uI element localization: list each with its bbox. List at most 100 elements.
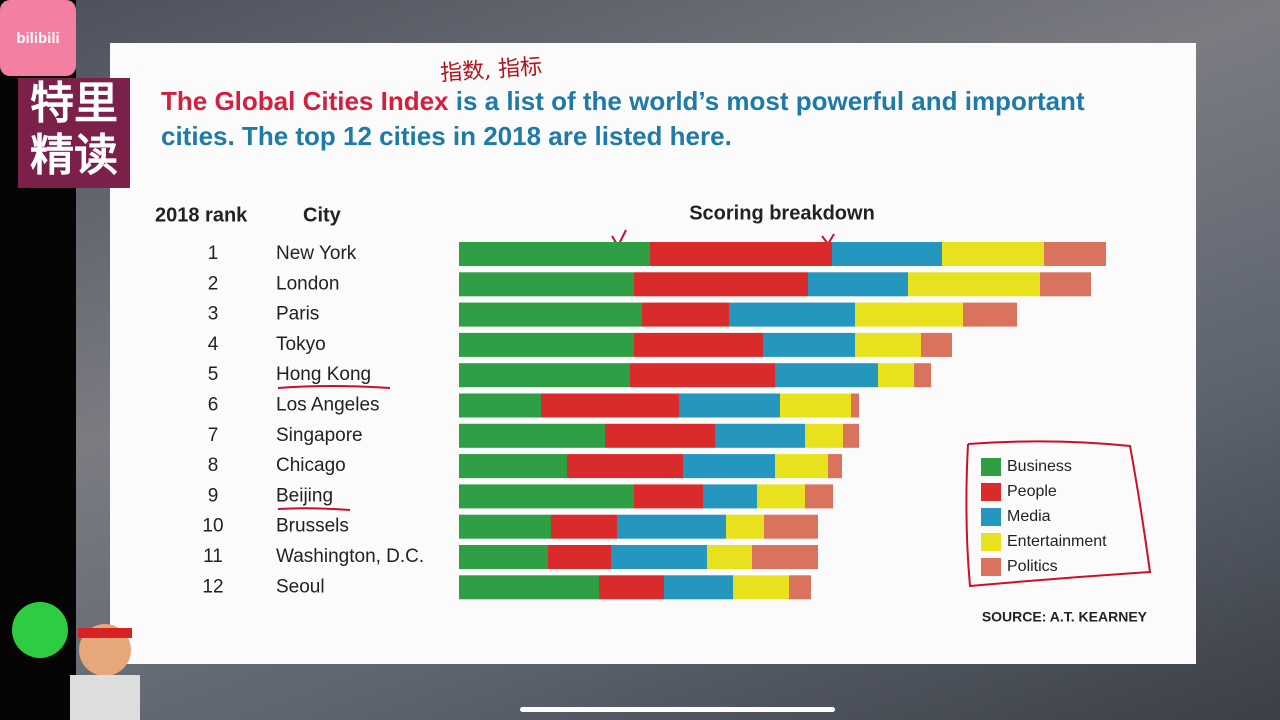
bar-segment: [630, 363, 775, 388]
rank-label: 4: [208, 334, 219, 355]
column-header: 2018 rank: [155, 204, 248, 226]
bar-segment: [789, 575, 811, 600]
bar-segment: [551, 514, 617, 539]
bar-segment: [775, 454, 828, 479]
bar-segment: [763, 332, 855, 357]
legend-label: Business: [1007, 458, 1072, 475]
legend-swatch: [981, 458, 1001, 476]
bar-segment: [459, 423, 605, 448]
bar-segment: [828, 454, 842, 479]
rank-label: 10: [202, 516, 223, 537]
channel-name: 特里: [30, 78, 118, 129]
legend-label: People: [1007, 483, 1057, 500]
bar-segment: [459, 575, 599, 600]
bar-segment: [703, 484, 757, 509]
bar-segment: [775, 363, 878, 388]
rank-label: 11: [203, 546, 223, 567]
bar-segment: [567, 454, 683, 479]
bar-segment: [683, 454, 775, 479]
bar-segment: [611, 545, 707, 569]
y-tick-label: Paris: [276, 304, 319, 325]
bar-segment: [459, 393, 541, 418]
bar-segment: [459, 514, 551, 539]
rank-label: 12: [202, 576, 223, 597]
bar-segment: [729, 302, 855, 327]
channel-name: 精读: [30, 130, 118, 181]
bar-segment: [459, 454, 567, 479]
bar-segment: [459, 545, 548, 569]
bar-segment: [832, 242, 942, 266]
bar-segment: [599, 575, 664, 600]
source: SOURCE: A.T. KEARNEY: [982, 609, 1148, 625]
rank-label: 5: [208, 364, 219, 385]
bar-segment: [617, 514, 726, 539]
home-indicator: [520, 707, 835, 712]
y-tick-label: Washington, D.C.: [276, 546, 424, 567]
bar-segment: [878, 363, 914, 388]
avatar: [12, 602, 140, 720]
bar-segment: [808, 272, 908, 297]
slide-title: The Global Cities Index is a list of the…: [161, 84, 1151, 154]
legend-swatch: [981, 533, 1001, 551]
column-header: Scoring breakdown: [689, 202, 875, 224]
bar-segment: [634, 484, 703, 509]
rank-label: 6: [208, 395, 219, 416]
channel-badge: 特里 精读: [18, 78, 130, 188]
rank-label: 9: [208, 485, 219, 506]
bar-segment: [634, 272, 808, 297]
bar-segment: [664, 575, 733, 600]
y-tick-label: Chicago: [276, 455, 346, 476]
bar-segment: [459, 363, 630, 388]
legend-swatch: [981, 483, 1001, 501]
bar-segment: [733, 575, 789, 600]
bar-segment: [843, 423, 859, 448]
bar-segment: [1040, 272, 1091, 297]
bar-segment: [921, 332, 952, 357]
column-header: City: [303, 204, 342, 226]
rank-label: 3: [208, 304, 219, 325]
bar-segment: [908, 272, 1040, 297]
rank-label: 8: [208, 455, 219, 476]
bar-segment: [459, 484, 634, 509]
legend-swatch: [981, 558, 1001, 576]
bar-segment: [855, 332, 921, 357]
bar-segment: [634, 332, 763, 357]
bar-segment: [752, 545, 818, 569]
bar-segment: [780, 393, 851, 418]
bar-segment: [942, 242, 1044, 266]
bar-segment: [764, 514, 818, 539]
bar-segment: [642, 302, 729, 327]
y-tick-label: Brussels: [276, 516, 349, 537]
bar-segment: [459, 332, 634, 357]
bar-segment: [851, 393, 859, 418]
rank-label: 2: [208, 273, 219, 294]
y-tick-label: Tokyo: [276, 334, 326, 355]
y-tick-label: Hong Kong: [276, 364, 371, 385]
rank-label: 1: [208, 243, 219, 264]
bar-segment: [805, 423, 843, 448]
y-tick-label: Beijing: [276, 485, 333, 506]
title-text: is a list of the world’s most powerful a…: [161, 86, 1085, 151]
y-tick-label: Los Angeles: [276, 395, 380, 416]
channel-logo: bilibili: [0, 0, 76, 76]
bar-segment: [726, 514, 764, 539]
y-tick-label: Seoul: [276, 576, 325, 597]
bar-segment: [855, 302, 963, 327]
rank-label: 7: [208, 425, 219, 446]
legend-label: Entertainment: [1007, 533, 1107, 550]
bar-segment: [707, 545, 752, 569]
bar-segment: [459, 242, 650, 266]
legend-marker: [965, 440, 1152, 588]
bar-segment: [757, 484, 805, 509]
bar-segment: [715, 423, 805, 448]
bar-segment: [541, 393, 679, 418]
legend-swatch: [981, 508, 1001, 526]
y-tick-label: London: [276, 273, 339, 294]
bar-segment: [805, 484, 833, 509]
legend-label: Politics: [1007, 558, 1058, 575]
bar-segment: [459, 272, 634, 297]
bar-segment: [914, 363, 931, 388]
y-tick-label: New York: [276, 243, 357, 264]
